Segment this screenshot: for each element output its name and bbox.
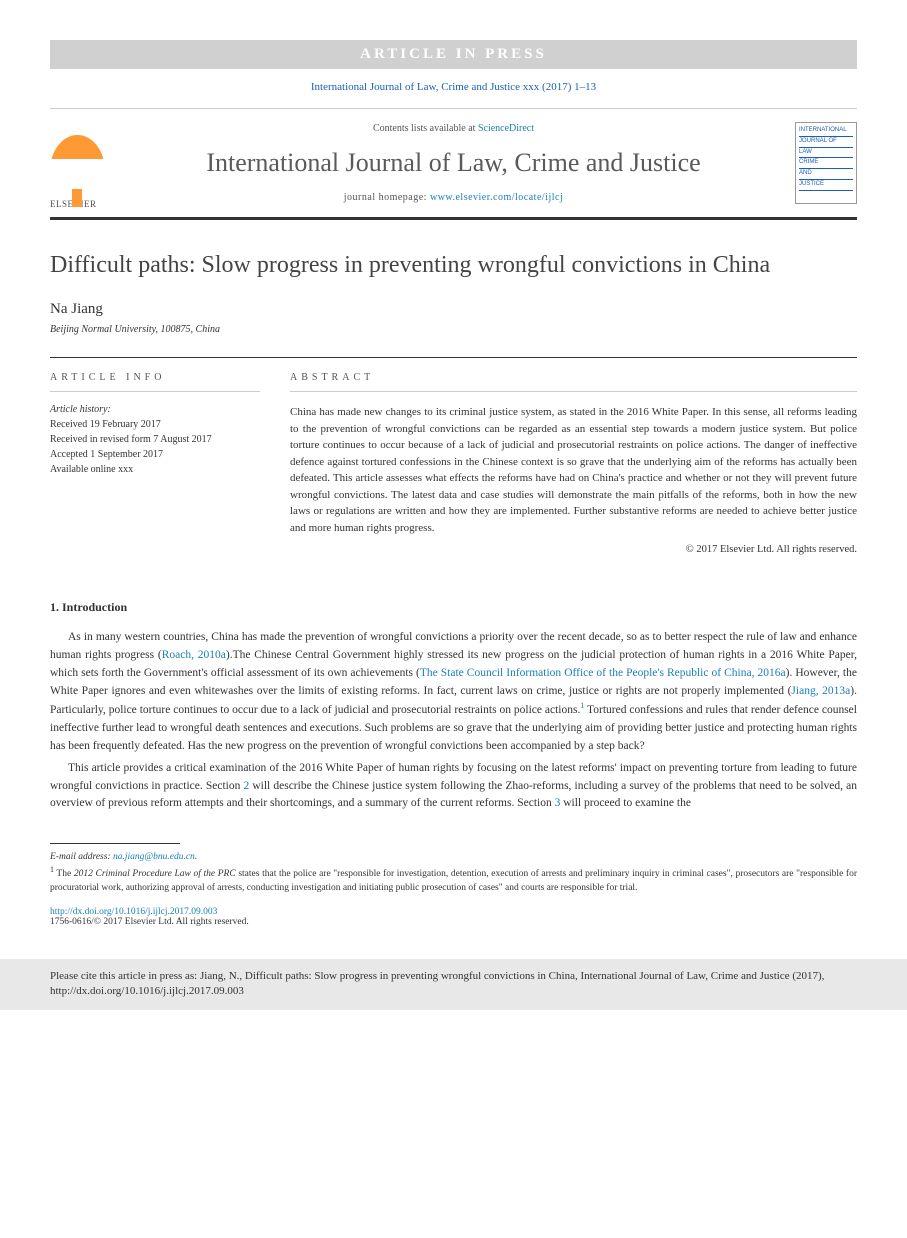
abstract-column: ABSTRACT China has made new changes to i… — [290, 372, 857, 555]
revised-date: Received in revised form 7 August 2017 — [50, 432, 260, 447]
cover-thumbnail: INTERNATIONAL JOURNAL OF LAW CRIME AND J… — [795, 122, 857, 204]
issn-copyright: 1756-0616/© 2017 Elsevier Ltd. All right… — [50, 917, 857, 927]
body-paragraph: This article provides a critical examina… — [50, 760, 857, 813]
body-paragraph: As in many western countries, China has … — [50, 629, 857, 756]
abstract-copyright: © 2017 Elsevier Ltd. All rights reserved… — [290, 544, 857, 555]
article-info-column: ARTICLE INFO Article history: Received 1… — [50, 372, 260, 555]
para-text: will proceed to examine the — [560, 797, 691, 809]
cover-line: JOURNAL OF — [799, 137, 853, 148]
doi-link[interactable]: http://dx.doi.org/10.1016/j.ijlcj.2017.0… — [50, 907, 217, 917]
citation-link[interactable]: The State Council Information Office of … — [420, 667, 786, 679]
abstract-heading: ABSTRACT — [290, 372, 857, 392]
journal-header: ELSEVIER Contents lists available at Sci… — [50, 108, 857, 220]
section-heading-intro: 1. Introduction — [50, 600, 857, 615]
article-title: Difficult paths: Slow progress in preven… — [50, 250, 857, 281]
cite-text: Please cite this article in press as: Ji… — [50, 970, 824, 997]
elsevier-logo: ELSEVIER — [50, 109, 120, 217]
journal-cover: INTERNATIONAL JOURNAL OF LAW CRIME AND J… — [787, 109, 857, 217]
received-date: Received 19 February 2017 — [50, 417, 260, 432]
email-line: E-mail address: na.jiang@bnu.edu.cn. — [50, 852, 857, 862]
cover-line: LAW — [799, 148, 853, 159]
contents-prefix: Contents lists available at — [373, 123, 478, 134]
cover-line: AND — [799, 169, 853, 180]
homepage-prefix: journal homepage: — [344, 192, 430, 203]
homepage-line: journal homepage: www.elsevier.com/locat… — [130, 192, 777, 203]
online-date: Available online xxx — [50, 462, 260, 477]
cite-in-press-box: Please cite this article in press as: Ji… — [0, 959, 907, 1010]
citation-link[interactable]: Roach, 2010a — [162, 649, 226, 661]
cover-line: CRIME — [799, 158, 853, 169]
info-abstract-row: ARTICLE INFO Article history: Received 1… — [50, 357, 857, 555]
header-center: Contents lists available at ScienceDirec… — [120, 109, 787, 217]
footer-rule — [50, 843, 180, 844]
email-label: E-mail address: — [50, 852, 113, 862]
author-name: Na Jiang — [50, 301, 857, 318]
top-citation: International Journal of Law, Crime and … — [50, 81, 857, 93]
doi-line: http://dx.doi.org/10.1016/j.ijlcj.2017.0… — [50, 907, 857, 917]
elsevier-tree-icon — [50, 135, 105, 195]
author-affiliation: Beijing Normal University, 100875, China — [50, 324, 857, 335]
cover-line: JUSTICE — [799, 180, 853, 191]
article-info-heading: ARTICLE INFO — [50, 372, 260, 392]
citation-link[interactable]: Jiang, 2013a — [791, 685, 850, 697]
accepted-date: Accepted 1 September 2017 — [50, 447, 260, 462]
history-label: Article history: — [50, 404, 260, 415]
abstract-text: China has made new changes to its crimin… — [290, 404, 857, 536]
article-in-press-banner: ARTICLE IN PRESS — [50, 40, 857, 69]
email-link[interactable]: na.jiang@bnu.edu.cn — [113, 852, 195, 862]
footnote-text: The — [54, 869, 74, 879]
footnote-italic: 2012 Criminal Procedure Law of the PRC — [74, 869, 236, 879]
journal-name: International Journal of Law, Crime and … — [130, 148, 777, 178]
contents-line: Contents lists available at ScienceDirec… — [130, 123, 777, 134]
email-suffix: . — [195, 852, 197, 862]
sciencedirect-link[interactable]: ScienceDirect — [478, 123, 534, 134]
footnote-1: 1 The 2012 Criminal Procedure Law of the… — [50, 864, 857, 895]
cover-line: INTERNATIONAL — [799, 126, 853, 137]
homepage-link[interactable]: www.elsevier.com/locate/ijlcj — [430, 192, 563, 203]
